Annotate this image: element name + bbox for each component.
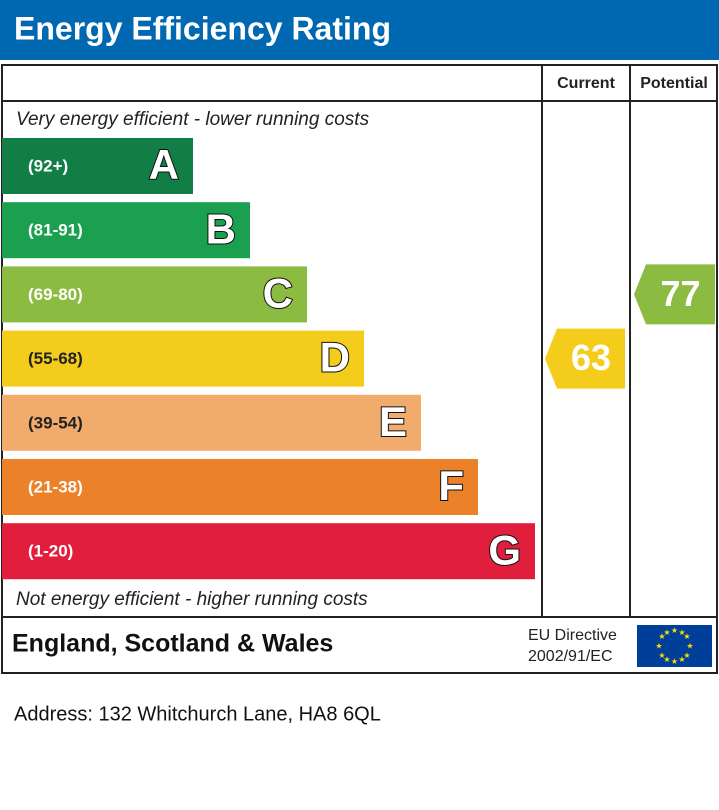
rating-value: 63 <box>571 337 611 378</box>
band-bar <box>2 459 478 515</box>
rating-arrow <box>545 328 625 389</box>
directive: 2002/91/EC <box>528 648 613 665</box>
title: Energy Efficiency Rating <box>14 10 391 46</box>
band-range: (92+) <box>28 156 68 175</box>
band-range: (1-20) <box>28 542 73 561</box>
band-bar <box>2 394 421 451</box>
svg-text:★: ★ <box>683 632 690 641</box>
svg-text:★: ★ <box>658 651 665 660</box>
directive: EU Directive <box>528 627 617 644</box>
band-range: (81-91) <box>28 221 83 240</box>
title-bar <box>0 0 719 60</box>
address: Address: 132 Whitchurch Lane, HA8 6QL <box>14 703 381 725</box>
svg-text:★: ★ <box>663 628 670 637</box>
band-letter: D <box>320 334 350 381</box>
potential-header: Potential <box>640 75 708 92</box>
band-bar <box>2 202 250 259</box>
band-bar <box>2 330 364 387</box>
svg-text:★: ★ <box>671 626 678 635</box>
svg-text:★: ★ <box>658 632 665 641</box>
current-header: Current <box>557 75 615 92</box>
svg-text:★: ★ <box>663 655 670 664</box>
band-range: (55-68) <box>28 349 83 368</box>
top-note: Very energy efficient - lower running co… <box>16 109 370 130</box>
band-letter: A <box>149 141 179 188</box>
band-bar <box>2 266 307 323</box>
band-bar <box>2 523 535 580</box>
band-letter: E <box>379 398 407 445</box>
band-bar <box>2 138 193 194</box>
band-range: (21-38) <box>28 477 83 496</box>
eu-flag: ★★ ★ ★ ★ ★ ★ ★ ★ ★ ★ ★ <box>637 625 712 667</box>
svg-text:★: ★ <box>678 655 685 664</box>
svg-text:★: ★ <box>671 657 678 666</box>
band-letter: C <box>263 269 293 316</box>
region: England, Scotland & Wales <box>12 630 333 658</box>
svg-text:★: ★ <box>655 642 662 651</box>
band-range: (39-54) <box>28 413 83 432</box>
band-letter: F <box>438 462 464 509</box>
svg-text:★: ★ <box>678 628 685 637</box>
rating-value: 77 <box>660 273 700 314</box>
svg-text:★: ★ <box>686 642 693 651</box>
band-range: (69-80) <box>28 285 83 304</box>
svg-text:★: ★ <box>683 651 690 660</box>
bottom-note: Not energy efficient - higher running co… <box>16 589 368 610</box>
band-letter: G <box>488 526 521 573</box>
band-letter: B <box>206 205 236 252</box>
rating-arrow <box>634 264 715 325</box>
